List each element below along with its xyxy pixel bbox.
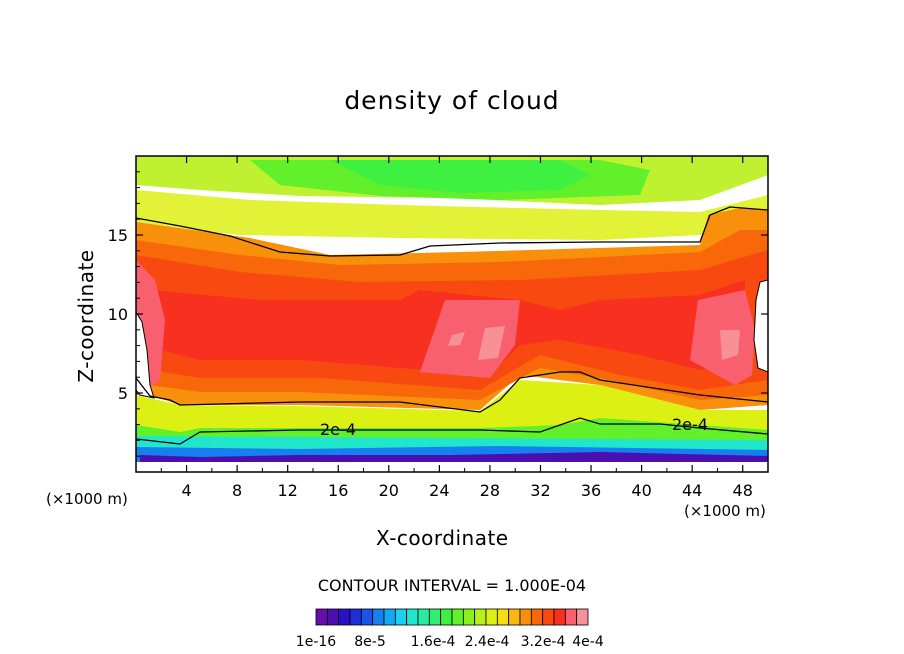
upper-green-inner (330, 160, 590, 193)
colorbar-swatch (338, 608, 351, 626)
colorbar-swatch (485, 608, 498, 626)
y-axis-ticks: 5 10 15 (108, 171, 768, 457)
x-tick-label: 32 (530, 481, 550, 500)
x-tick-label: 36 (581, 481, 601, 500)
white-hole-right (753, 279, 768, 373)
x-tick-label: 16 (328, 481, 348, 500)
colorbar-tick-label: 3.2e-4 (521, 634, 566, 650)
colorbar (315, 608, 589, 626)
x-unit-left: (×1000 m) (46, 490, 128, 508)
colorbar-swatch (496, 608, 510, 626)
colorbar-swatch (372, 608, 385, 626)
x-tick-label: 40 (631, 481, 651, 500)
contour-label-right: 2e-4 (672, 415, 708, 434)
pink-cell-middle (420, 300, 520, 378)
x-unit-right: (×1000 m) (684, 502, 766, 520)
x-tick-label: 24 (429, 481, 449, 500)
colorbar-ticks: 1e-16 8e-5 1.6e-4 2.4e-4 3.2e-4 4e-4 (296, 634, 604, 650)
y-tick-label: 15 (108, 226, 128, 245)
pink-core-middle-a (448, 332, 465, 346)
colorbar-swatch (394, 608, 408, 626)
contour-label-left: 2e-4 (320, 420, 356, 439)
bottom-white (136, 462, 768, 472)
colorbar-swatch (508, 608, 521, 626)
colorbar-swatch (474, 608, 487, 626)
x-tick-label: 4 (181, 481, 191, 500)
colorbar-swatch (428, 608, 442, 626)
colorbar-swatch (553, 608, 566, 626)
colorbar-tick-label: 2.4e-4 (465, 634, 510, 650)
colorbar-swatch (349, 608, 362, 626)
contour-mid (136, 371, 768, 413)
colorbar-tick-label: 1e-16 (296, 634, 336, 650)
colorbar-swatch (315, 608, 328, 626)
x-tick-label: 20 (379, 481, 399, 500)
colorbar-swatch (564, 608, 578, 626)
colorbar-swatch (462, 608, 476, 626)
x-tick-label: 48 (733, 481, 753, 500)
colorbar-swatch (530, 608, 544, 626)
yellow-belt (136, 190, 768, 240)
y-tick-label: 5 (118, 384, 128, 403)
y-tick-label: 10 (108, 305, 128, 324)
pink-core-middle-b (478, 326, 505, 360)
heatmap-field (136, 156, 768, 472)
colorbar-swatch (519, 608, 532, 626)
colorbar-swatch (383, 608, 396, 626)
colorbar-tick-label: 8e-5 (354, 634, 385, 650)
chart-title: density of cloud (344, 86, 560, 115)
colorbar-swatch (406, 608, 419, 626)
x-tick-label: 12 (278, 481, 298, 500)
colorbar-tick-label: 1.6e-4 (411, 634, 456, 650)
x-axis-label: X-coordinate (376, 526, 509, 550)
colorbar-swatch (451, 608, 464, 626)
colorbar-swatch (576, 608, 589, 626)
pink-core-right (720, 330, 740, 360)
colorbar-swatch (326, 608, 340, 626)
y-axis-label: Z-coordinate (74, 249, 98, 383)
contour-lower (136, 417, 768, 445)
x-tick-label: 44 (682, 481, 702, 500)
colorbar-swatch (360, 608, 374, 626)
contour-interval-text: CONTOUR INTERVAL = 1.000E-04 (317, 576, 587, 595)
colorbar-swatch (417, 608, 430, 626)
x-axis-ticks: 4 8 12 16 20 24 28 32 36 40 44 48 (160, 156, 753, 500)
lower-purple-layer (140, 452, 768, 465)
colorbar-swatch (440, 608, 453, 626)
x-tick-label: 28 (480, 481, 500, 500)
x-tick-label: 8 (232, 481, 242, 500)
contour-upper (136, 206, 768, 257)
colorbar-tick-label: 4e-4 (572, 634, 604, 650)
colorbar-swatch (542, 608, 555, 626)
